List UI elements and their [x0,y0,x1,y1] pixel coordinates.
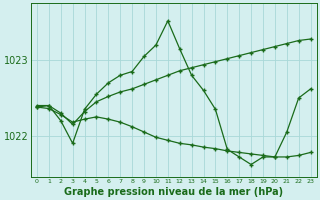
X-axis label: Graphe pression niveau de la mer (hPa): Graphe pression niveau de la mer (hPa) [64,187,283,197]
